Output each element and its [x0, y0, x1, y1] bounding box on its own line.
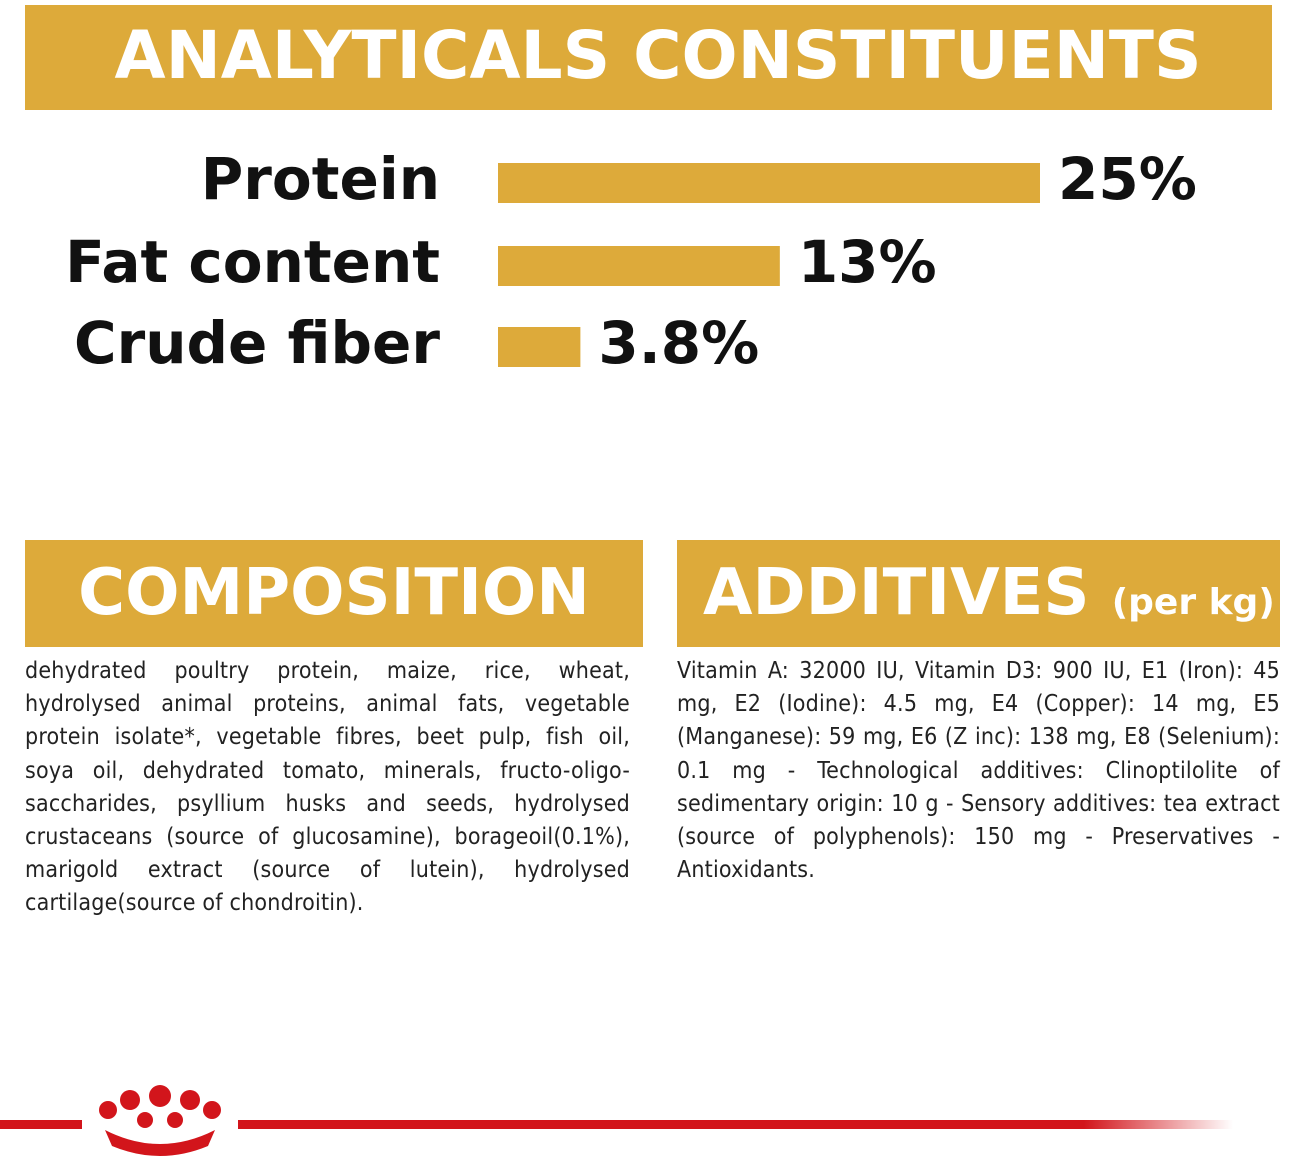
- bar: [498, 246, 780, 286]
- value-label: 25%: [1058, 145, 1197, 213]
- value-label: 13%: [798, 228, 937, 296]
- additives-title: ADDITIVES: [703, 556, 1090, 630]
- title-band: [25, 5, 1272, 110]
- composition-header: COMPOSITION: [25, 540, 643, 647]
- category-label: Crude fiber: [74, 309, 440, 377]
- composition-text: dehydrated poultry protein, maize, rice,…: [25, 658, 630, 917]
- additives-header: ADDITIVES (per kg): [677, 540, 1280, 647]
- chart-title: ANALYTICALS CONSTITUENTS: [114, 17, 1201, 94]
- value-label: 3.8%: [598, 309, 759, 377]
- composition-title: COMPOSITION: [78, 556, 590, 630]
- additives-unit: (per kg): [1111, 582, 1275, 623]
- logo: [0, 1085, 1233, 1156]
- additives-text: Vitamin A: 32000 IU, Vitamin D3: 900 IU,…: [677, 658, 1280, 884]
- category-label: Protein: [201, 145, 440, 213]
- bar: [498, 163, 1040, 203]
- category-label: Fat content: [65, 228, 440, 296]
- bar: [498, 327, 581, 367]
